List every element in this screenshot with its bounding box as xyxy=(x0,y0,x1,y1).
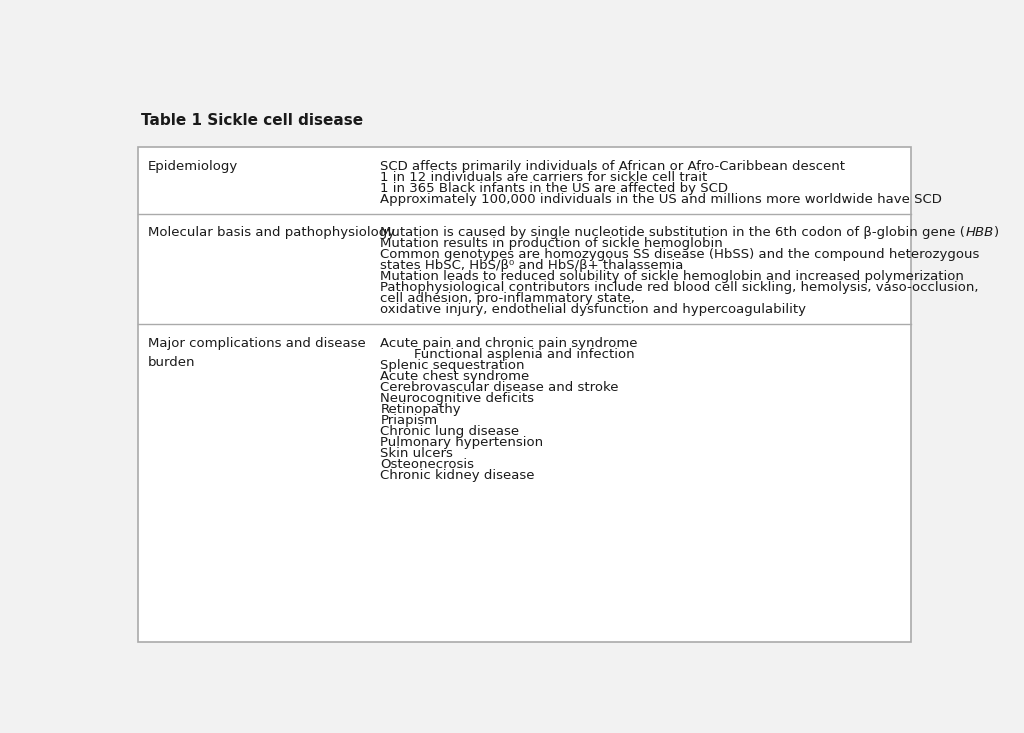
Text: 1 in 12 individuals are carriers for sickle cell trait: 1 in 12 individuals are carriers for sic… xyxy=(380,171,708,184)
Text: ): ) xyxy=(993,226,998,239)
Text: Major complications and disease
burden: Major complications and disease burden xyxy=(147,337,366,369)
Text: Common genotypes are homozygous SS disease (HbSS) and the compound heterozygous: Common genotypes are homozygous SS disea… xyxy=(380,248,980,261)
Text: Splenic sequestration: Splenic sequestration xyxy=(380,359,525,372)
Text: Priapism: Priapism xyxy=(380,414,437,427)
Text: Mutation is caused by single nucleotide substitution in the 6th codon of β-globi: Mutation is caused by single nucleotide … xyxy=(380,226,966,239)
Text: Chronic lung disease: Chronic lung disease xyxy=(380,425,519,438)
Bar xyxy=(138,147,911,642)
Text: 1 in 365 Black infants in the US are affected by SCD: 1 in 365 Black infants in the US are aff… xyxy=(380,182,728,195)
Text: Osteonecrosis: Osteonecrosis xyxy=(380,458,474,471)
Text: cell adhesion, pro-inflammatory state,: cell adhesion, pro-inflammatory state, xyxy=(380,292,635,305)
Text: Pathophysiological contributors include red blood cell sickling, hemolysis, vaso: Pathophysiological contributors include … xyxy=(380,281,979,294)
Text: Table 1 Sickle cell disease: Table 1 Sickle cell disease xyxy=(140,114,362,128)
Text: Mutation leads to reduced solubility of sickle hemoglobin and increased polymeri: Mutation leads to reduced solubility of … xyxy=(380,270,965,283)
Text: Skin ulcers: Skin ulcers xyxy=(380,447,454,460)
Text: Approximately 100,000 individuals in the US and millions more worldwide have SCD: Approximately 100,000 individuals in the… xyxy=(380,193,942,206)
Text: Functional asplenia and infection: Functional asplenia and infection xyxy=(380,348,635,361)
Text: Cerebrovascular disease and stroke: Cerebrovascular disease and stroke xyxy=(380,381,618,394)
Text: Epidemiology: Epidemiology xyxy=(147,160,239,173)
Text: Pulmonary hypertension: Pulmonary hypertension xyxy=(380,436,544,449)
Text: SCD affects primarily individuals of African or Afro-Caribbean descent: SCD affects primarily individuals of Afr… xyxy=(380,160,846,173)
Text: Mutation results in production of sickle hemoglobin: Mutation results in production of sickle… xyxy=(380,237,723,250)
Text: Neurocognitive deficits: Neurocognitive deficits xyxy=(380,392,535,405)
Text: states HbSC, HbS/β⁰ and HbS/β+ thalassemia: states HbSC, HbS/β⁰ and HbS/β+ thalassem… xyxy=(380,259,684,272)
Text: HBB: HBB xyxy=(966,226,993,239)
Text: Chronic kidney disease: Chronic kidney disease xyxy=(380,469,535,482)
Text: Acute chest syndrome: Acute chest syndrome xyxy=(380,370,529,383)
Text: Retinopathy: Retinopathy xyxy=(380,403,461,416)
Text: oxidative injury, endothelial dysfunction and hypercoagulability: oxidative injury, endothelial dysfunctio… xyxy=(380,303,806,316)
Text: Molecular basis and pathophysiology: Molecular basis and pathophysiology xyxy=(147,226,395,239)
Text: Acute pain and chronic pain syndrome: Acute pain and chronic pain syndrome xyxy=(380,337,638,350)
